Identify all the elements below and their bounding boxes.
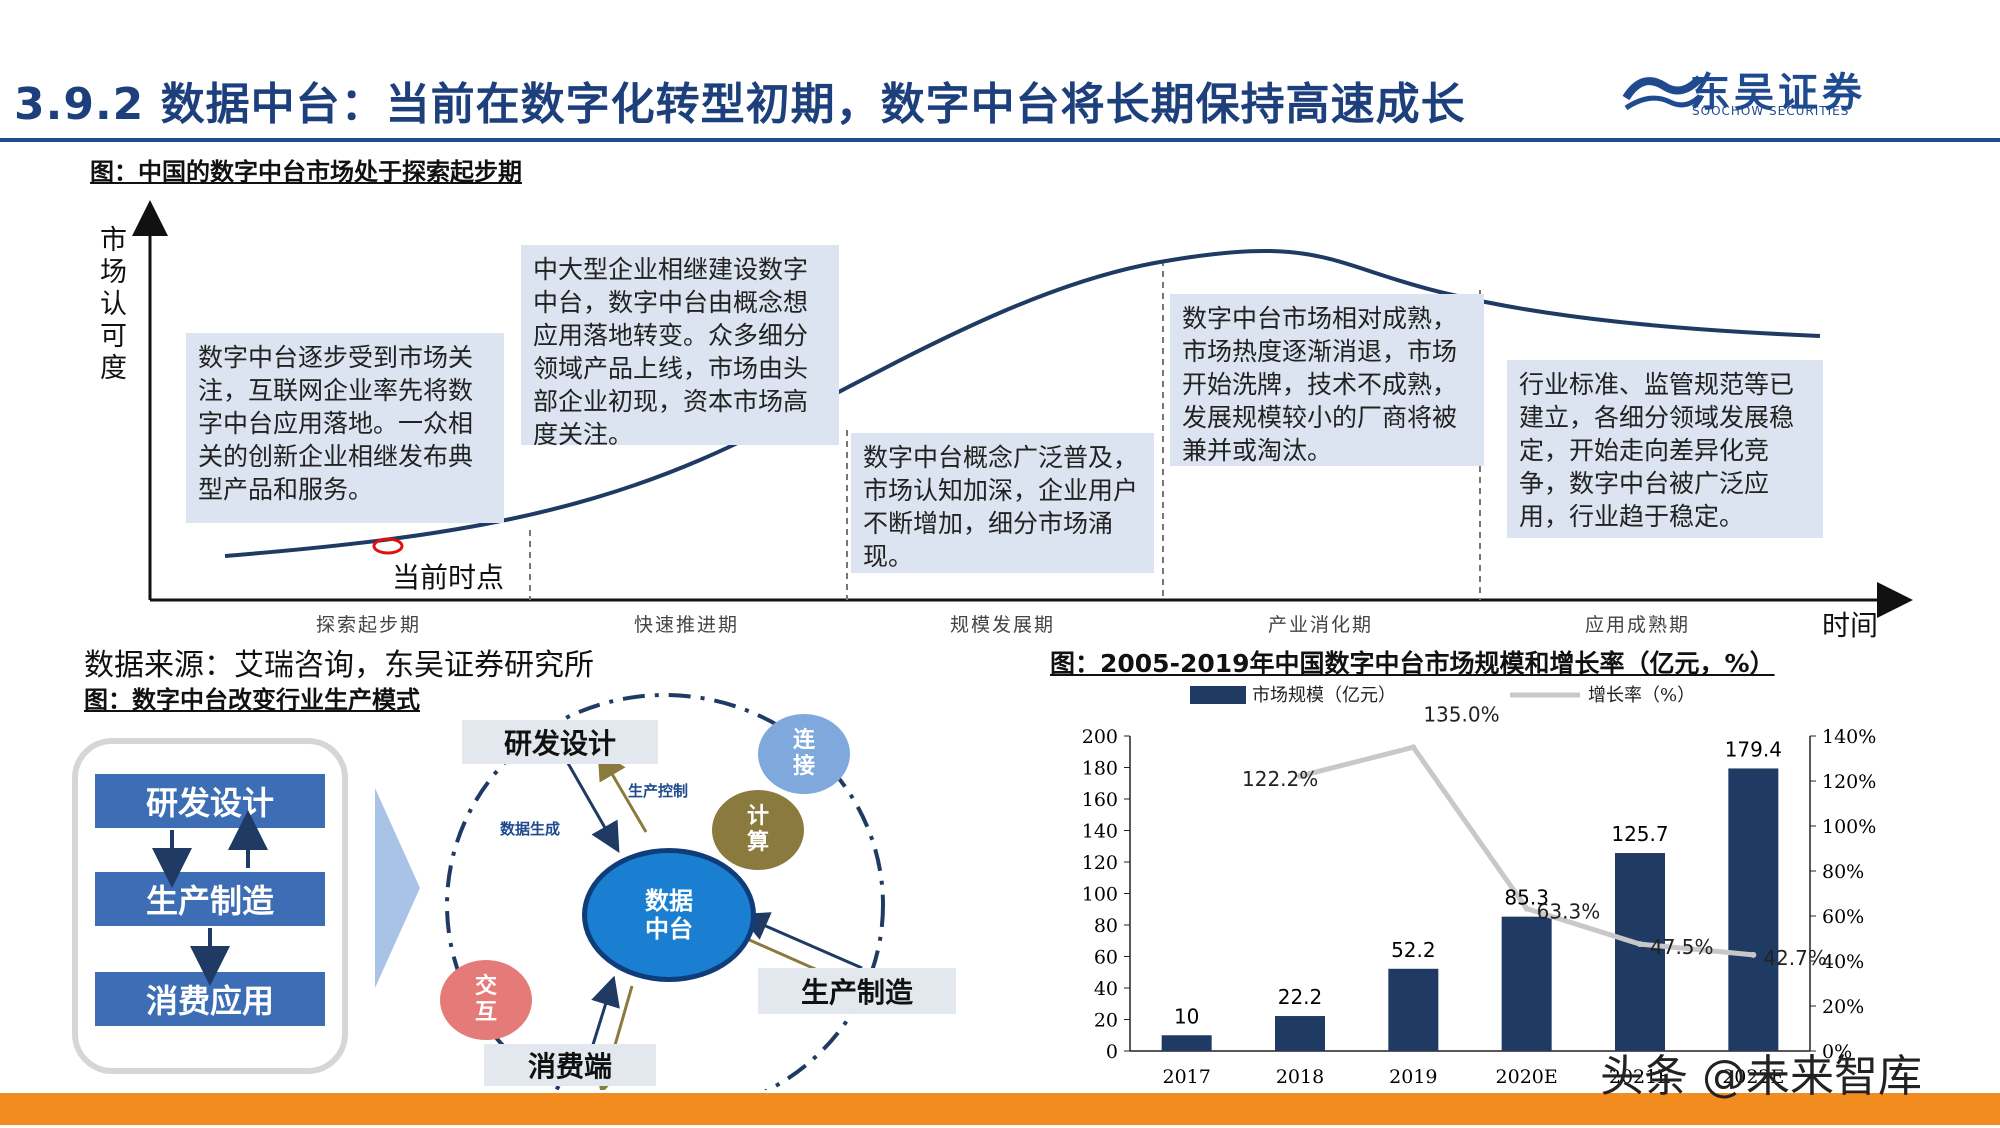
x-tick-label: 2017 (1162, 1066, 1210, 1088)
growth-value-label: 122.2% (1242, 767, 1318, 791)
lifecycle-chart (132, 200, 1913, 618)
growth-point (1297, 773, 1303, 780)
growth-point (1750, 951, 1757, 958)
legend-label-bar: 市场规模（亿元） (1252, 685, 1396, 706)
bar (1501, 916, 1552, 1051)
growth-point (1410, 744, 1417, 751)
chevron-right-icon (375, 788, 420, 988)
market-size-chart: 市场规模（亿元） 增长率（%） 0 20 40 60 80 100 120 140 160 180 2… (1082, 685, 1877, 1088)
x-tick-label: 2022E (1722, 1066, 1784, 1088)
y-tick-label-right: 60% (1822, 906, 1864, 928)
fig1-x-label: 时间 (1822, 609, 1879, 642)
y-tick-label-left: 20 (1094, 1010, 1118, 1032)
legend-swatch-bar (1190, 686, 1246, 704)
tag-rd: 研发设计 (462, 720, 658, 764)
flow-step-production: 生产制造 (95, 872, 325, 926)
x-tick-label: 2019 (1389, 1066, 1437, 1088)
node-connect: 连接 (758, 714, 850, 794)
data-platform-core: 数据中台 (582, 848, 756, 982)
y-tick-label-left: 60 (1094, 947, 1118, 969)
y-tick-label-left: 100 (1082, 884, 1118, 906)
phase-label-scale: 规模发展期 (950, 614, 1056, 636)
page-title: 3.9.2 数据中台：当前在数字化转型初期，数字中台将长期保持高速成长 (14, 79, 1466, 130)
label-production-control: 生产控制 (628, 782, 689, 800)
flow-frame (72, 738, 348, 1074)
x-tick-label: 2020E (1496, 1066, 1558, 1088)
y-tick-label-left: 160 (1082, 789, 1118, 811)
fig2-caption: 图：数字中台改变行业生产模式 (84, 686, 420, 714)
current-point-marker (372, 537, 404, 555)
growth-point (1637, 941, 1643, 948)
phase-box-accelerate: 中大型企业相继建设数字中台，数字中台由概念想应用落地转变。众多细分领域产品上线，… (521, 245, 839, 449)
phase-label-digest: 产业消化期 (1268, 614, 1374, 636)
bar-value-label: 22.2 (1278, 985, 1323, 1009)
node-compute: 计算 (712, 790, 804, 870)
chart-line (1297, 744, 1757, 958)
y-tick-label-right: 20% (1822, 996, 1864, 1018)
logo-text: 东吴证券 (1690, 70, 1866, 116)
y-tick-label-right: 80% (1822, 861, 1864, 883)
fig1-y-label: 市场认可度 (100, 225, 127, 384)
growth-value-label: 47.5% (1650, 935, 1714, 959)
adoption-curve (224, 248, 1821, 558)
y-tick-label-right: 0% (1822, 1041, 1852, 1063)
bar (1615, 853, 1665, 1051)
footer-bar (0, 1093, 2000, 1125)
chart-labels: 10 22.2 52.2 85.3 125.7 179.4 122.2% 135.0% 63.3… (1174, 702, 1827, 1028)
watermark: 头条 @未来智库 (1600, 1051, 1922, 1102)
legend-label-line: 增长率（%） (1588, 685, 1695, 706)
bar (1275, 1016, 1325, 1051)
y-tick-label-left: 120 (1082, 852, 1118, 874)
logo-icon (1622, 75, 1703, 111)
y-tick-label-left: 40 (1094, 978, 1118, 1000)
x-tick-label: 2018 (1276, 1066, 1324, 1088)
bar-value-label: 179.4 (1725, 737, 1782, 761)
phase-label-accelerate: 快速推进期 (634, 614, 740, 636)
current-point-label: 当前时点 (392, 561, 505, 594)
tag-production: 生产制造 (758, 968, 956, 1014)
label-data-generation: 数据生成 (500, 820, 561, 838)
chart-legend: 市场规模（亿元） 增长率（%） (1190, 685, 1695, 706)
growth-value-label: 63.3% (1537, 900, 1601, 924)
y-tick-label-right: 140% (1822, 726, 1876, 748)
phase-box-explore: 数字中台逐步受到市场关注，互联网企业率先将数字中台应用落地。一众相关的创新企业相… (186, 333, 504, 523)
node-interact: 交互 (440, 960, 532, 1040)
y-tick-label-right: 120% (1822, 771, 1876, 793)
y-tick-label-left: 140 (1082, 821, 1118, 843)
logo-subtitle: SOOCHOW SECURITIES (1692, 104, 1850, 118)
growth-point (1523, 905, 1530, 912)
x-tick-label: 2021E (1609, 1066, 1671, 1088)
bar-value-label: 125.7 (1611, 822, 1668, 846)
fig3-caption: 图：2005-2019年中国数字中台市场规模和增长率（亿元，%） (1050, 649, 1775, 678)
tag-consumer: 消费端 (484, 1044, 656, 1086)
growth-value-label: 135.0% (1423, 702, 1499, 726)
phase-label-mature: 应用成熟期 (1585, 614, 1691, 636)
growth-value-label: 42.7% (1763, 946, 1827, 970)
chart-bars (1161, 768, 1779, 1051)
phase-box-mature: 行业标准、监管规范等已建立，各细分领域发展稳定，开始走向差异化竞争，数字中台被广… (1507, 360, 1823, 538)
bar (1388, 968, 1439, 1051)
bar-value-label: 52.2 (1391, 938, 1436, 962)
chart-axes: 0 20 40 60 80 100 120 140 160 180 200 0% 20% 40% 60% 80… (1082, 726, 1877, 1088)
header-divider (0, 138, 2000, 142)
phase-box-scale: 数字中台概念广泛普及，市场认知加深，企业用户不断增加，细分市场涌现。 (851, 433, 1154, 573)
y-tick-label-left: 180 (1082, 758, 1118, 780)
bar (1161, 1035, 1212, 1051)
fig1-source: 数据来源：艾瑞咨询，东吴证券研究所 (84, 648, 594, 683)
y-tick-label-left: 200 (1082, 726, 1118, 748)
y-tick-label-left: 80 (1094, 915, 1118, 937)
bar-value-label: 85.3 (1504, 886, 1549, 910)
y-tick-label-right: 100% (1822, 816, 1876, 838)
fig1-caption: 图：中国的数字中台市场处于探索起步期 (90, 158, 522, 186)
y-tick-label-right: 40% (1822, 951, 1864, 973)
phase-label-explore: 探索起步期 (316, 614, 422, 636)
y-tick-label-left: 0 (1106, 1041, 1118, 1063)
phase-box-digest: 数字中台市场相对成熟，市场热度逐渐消退，市场开始洗牌，技术不成熟，发展规模较小的… (1170, 294, 1484, 466)
bar-value-label: 10 (1174, 1004, 1199, 1028)
bar (1728, 768, 1779, 1051)
